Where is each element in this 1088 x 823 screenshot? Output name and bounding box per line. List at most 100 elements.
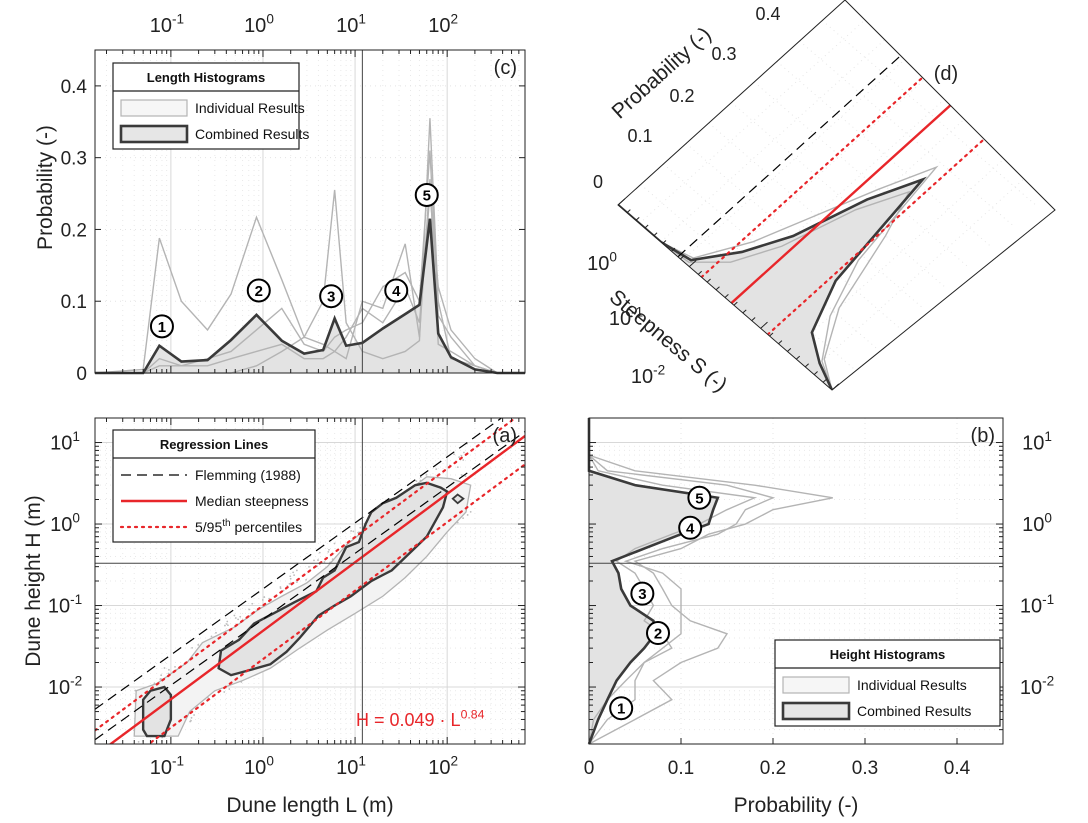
b-marker-5-label: 5 — [695, 490, 703, 507]
a-scatter-point — [318, 551, 321, 554]
d-steep-tick — [778, 340, 783, 345]
c-y-tick-label: 0.3 — [61, 149, 87, 170]
c-individual-series-1 — [94, 118, 525, 374]
a-scatter-point — [458, 456, 461, 459]
a-y-tick-label-base: 10 — [48, 677, 70, 699]
a-scatter-point — [279, 586, 282, 588]
d-ylabel: Probability (-) — [608, 23, 716, 124]
c-individual-series-4 — [95, 193, 525, 374]
d-steep-tick-label-base: 10 — [631, 366, 653, 388]
a-scatter-point — [327, 550, 330, 553]
a-line-percentile-2 — [95, 418, 518, 732]
b-legend-title: Height Histograms — [830, 647, 946, 662]
a-line-percentile-3 — [146, 463, 525, 744]
a-legend-frame — [112, 429, 316, 543]
b-marker-5: 5 — [687, 485, 712, 510]
b-legend-label-1: Individual Results — [857, 677, 967, 693]
c-legend-label-2: Combined Results — [195, 126, 309, 142]
d-grid-u — [788, 147, 1017, 354]
c-x-tick-label-base: 10 — [336, 15, 358, 37]
a-x-tick-label-exp: 0 — [266, 754, 274, 769]
b-marker-3-ring — [630, 581, 655, 606]
b-marker-1-label: 1 — [617, 701, 625, 718]
a-y-tick-label: 100 — [50, 511, 80, 536]
a-legend-sup-3: th — [222, 518, 230, 529]
b-y-tick-label: 100 — [1022, 511, 1052, 536]
b-individual-series-2 — [588, 418, 776, 745]
b-combined-fill — [589, 418, 718, 744]
a-scatter-point — [233, 614, 236, 617]
a-equation: H = 0.049 · L0.84 — [356, 707, 485, 730]
a-scatter-point — [425, 473, 428, 476]
a-xlabel: Dune length L (m) — [226, 794, 393, 817]
a-scatter-point — [313, 559, 315, 562]
a-scatter-point — [282, 589, 285, 592]
a-legend-tail-3: percentiles — [231, 519, 303, 535]
a-scatter-point — [174, 665, 176, 668]
d-grid-v — [663, 163, 878, 350]
d-xlabel: Steepness S (-) — [605, 285, 732, 396]
d-steep-tick — [662, 240, 667, 244]
d-prob-tick-label: 0.2 — [669, 86, 694, 106]
a-scatter-point — [350, 530, 353, 532]
a-legend: Regression Lines Flemming (1988) Median st… — [112, 429, 316, 543]
c-marker-2-ring — [246, 278, 271, 303]
b-y-tick-label-base: 10 — [1020, 596, 1042, 618]
d-grid-v — [753, 81, 969, 268]
a-scatter-point — [308, 565, 310, 568]
a-scatter-point — [323, 561, 326, 563]
a-scatter-point — [167, 672, 170, 675]
a-scatter-point — [234, 617, 237, 619]
d-steep-tick — [680, 255, 685, 260]
a-scatter-point — [193, 714, 195, 716]
d-grid-u — [810, 166, 1038, 372]
a-scatter-point — [464, 475, 467, 478]
b-individual-series-1 — [588, 418, 833, 745]
a-x-tick-label: 100 — [244, 754, 274, 779]
b-xlabel: Probability (-) — [734, 794, 859, 817]
b-x-tick-label: 0.2 — [760, 758, 786, 779]
a-scatter-point — [224, 624, 226, 627]
d-steep-tick — [617, 198, 626, 206]
d-steep-tick — [715, 286, 720, 291]
a-legend-label-3: 5/95th percentiles — [195, 518, 302, 535]
d-steep-tick-label: 10-2 — [631, 363, 665, 388]
c-x-tick-label: 101 — [336, 12, 366, 37]
c-marker-5-ring — [414, 182, 439, 207]
b-marker-4-ring — [678, 515, 703, 540]
d-grid-u — [660, 36, 889, 243]
a-scatter-point — [138, 757, 140, 759]
b-x-tick-label: 0.1 — [668, 758, 694, 779]
a-line-flemming-4 — [95, 431, 525, 741]
a-y-tick-label-base: 10 — [50, 514, 72, 536]
a-scatter-point — [239, 615, 242, 618]
c-marker-3-ring — [319, 284, 344, 309]
a-scatter-point — [210, 635, 213, 638]
d-steep-tick — [787, 348, 792, 352]
d-steep-tick — [733, 301, 738, 306]
b-legend-label-2: Combined Results — [857, 703, 971, 719]
d-steep-tick — [688, 260, 697, 268]
b-legend: Height Histograms Individual Results Combi… — [774, 639, 1001, 727]
d-steep-tick — [831, 383, 840, 391]
b-marker-2: 2 — [646, 621, 670, 646]
a-x-tick-label: 102 — [428, 754, 458, 779]
a-scatter-point — [328, 548, 330, 551]
d-line-flemming — [677, 51, 906, 258]
a-equation-base: H = 0.049 · L — [356, 710, 461, 730]
a-x-tick-label: 101 — [336, 754, 366, 779]
c-x-tick-label-exp: 0 — [266, 12, 274, 27]
d-grid-v — [640, 184, 856, 370]
a-scatter-point — [228, 688, 231, 690]
a-y-tick-label: 101 — [50, 429, 80, 454]
c-marker-3: 3 — [319, 284, 344, 309]
a-scatter-point — [357, 531, 359, 534]
a-y-tick-label-exp: -1 — [70, 592, 82, 607]
a-scatter-point — [168, 668, 170, 671]
a-x-tick-label-exp: 2 — [451, 754, 459, 769]
b-y-tick-label-base: 10 — [1022, 433, 1044, 455]
b-y-tick-label: 101 — [1022, 429, 1052, 454]
c-marker-4-ring — [384, 278, 409, 303]
a-scatter-point — [215, 631, 217, 634]
